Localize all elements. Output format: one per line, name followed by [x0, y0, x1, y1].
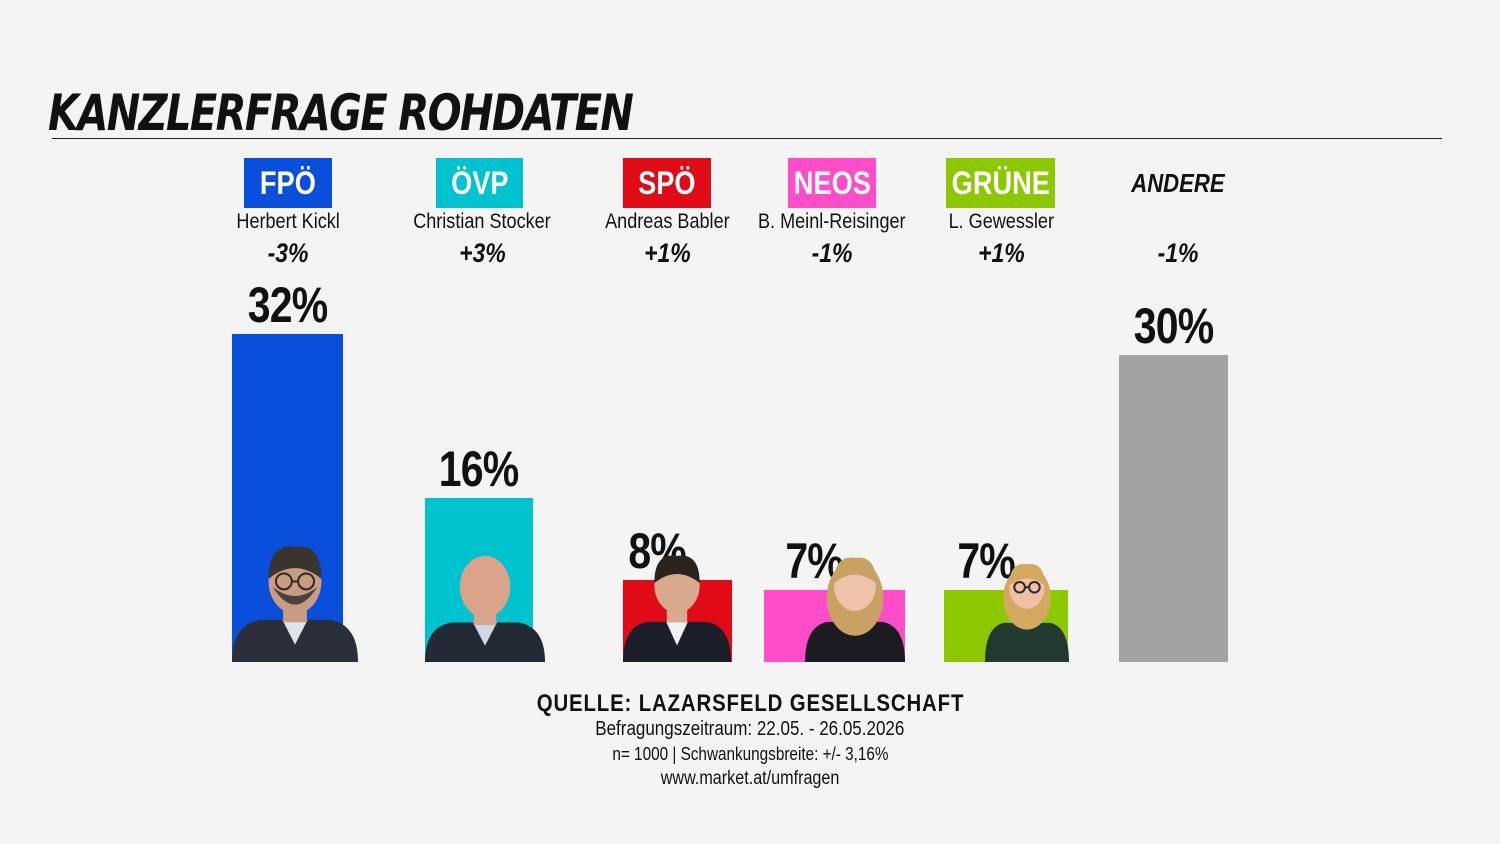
party-label-fpö: FPÖ — [244, 158, 332, 208]
candidate-name-fpö: Herbert Kickl — [236, 210, 340, 233]
candidate-name-spö: Andreas Babler — [604, 210, 730, 233]
candidate-portrait-grüne — [985, 564, 1069, 662]
change-label-grüne: +1% — [977, 238, 1025, 268]
source-line: QUELLE: LAZARSFELD GESELLSCHAFT — [536, 690, 964, 717]
value-label-andere: 30% — [1133, 297, 1214, 354]
candidate-portrait-övp — [425, 555, 545, 662]
candidate-name-grüne: L. Gewessler — [948, 210, 1054, 233]
party-label-övp: ÖVP — [436, 158, 523, 208]
party-label-grüne: GRÜNE — [946, 158, 1055, 208]
change-label-övp: +3% — [458, 238, 506, 268]
value-label-övp: 16% — [439, 441, 519, 497]
title-divider — [52, 138, 1442, 139]
candidate-portrait-fpö — [232, 546, 358, 662]
source-url[interactable]: www.market.at/umfragen — [660, 768, 840, 789]
party-label-spö: SPÖ — [623, 158, 711, 208]
bar-andere — [1119, 354, 1228, 662]
change-label-fpö: -3% — [267, 238, 309, 268]
value-label-fpö: 32% — [247, 277, 328, 333]
value-label-grüne: 7% — [957, 533, 1015, 590]
candidate-portrait-neos — [805, 557, 905, 662]
change-label-andere: -1% — [1157, 238, 1199, 268]
party-label-neos: NEOS — [788, 158, 876, 208]
chart-title: KANZLERFRAGE ROHDATEN — [48, 84, 634, 142]
survey-period: Befragungszeitraum: 22.05. - 26.05.2026 — [595, 718, 905, 740]
candidate-name-övp: Christian Stocker — [413, 210, 551, 233]
candidate-portrait-spö — [623, 555, 731, 662]
sample-size: n= 1000 | Schwankungsbreite: +/- 3,16% — [611, 744, 889, 764]
party-label-andere: ANDERE — [1131, 167, 1225, 198]
candidate-name-neos: B. Meinl-Reisinger — [758, 210, 906, 233]
change-label-spö: +1% — [643, 238, 691, 268]
change-label-neos: -1% — [811, 238, 853, 268]
